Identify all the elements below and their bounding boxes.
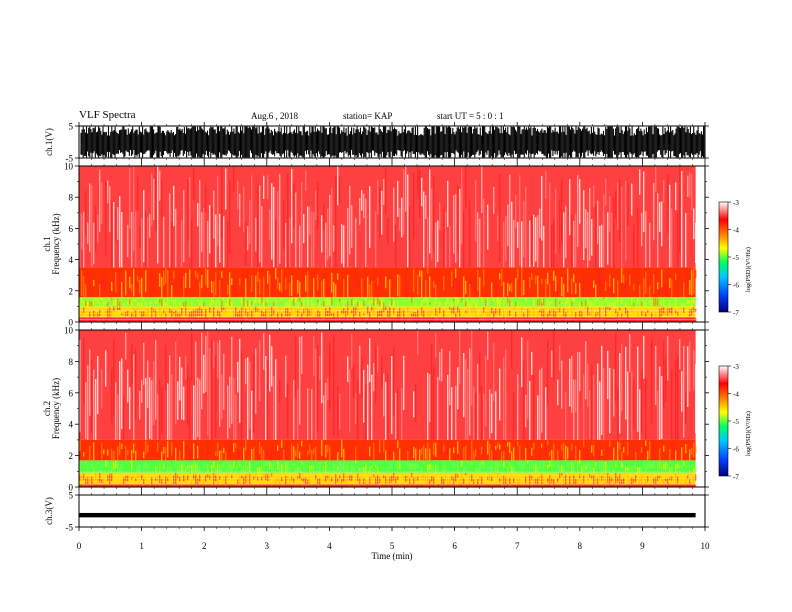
ch1-spectrogram-ylabel: ch.1 <box>42 236 52 251</box>
ch1-waveform-ytick-label: -5 <box>66 154 74 164</box>
ch2-spectrogram-colorbar-tick-label: -7 <box>733 473 739 481</box>
ch1-spectrogram-band-2-texture <box>79 297 697 307</box>
ch3-waveform-ytick-label: 5 <box>69 491 74 501</box>
ch1-spectrogram-ytick-label: 10 <box>64 162 74 172</box>
ch2-spectrogram-colorbar-tick-label: -5 <box>733 418 739 426</box>
x-tick-label: 1 <box>139 541 144 551</box>
x-tick-label: 0 <box>77 541 82 551</box>
ch3-waveform-ytick-label: -5 <box>66 523 74 533</box>
ch1-spectrogram-ytick-label: 2 <box>69 286 74 296</box>
ch1-waveform-trace <box>80 126 706 158</box>
x-tick-label: 9 <box>640 541 645 551</box>
ch1-spectrogram-ytick-label: 0 <box>69 318 74 328</box>
ch3-waveform-ylabel: ch.3(V) <box>44 497 54 525</box>
x-tick-label: 4 <box>327 541 332 551</box>
ch2-spectrogram-colorbar-tick-label: -3 <box>733 363 739 371</box>
x-tick-label: 2 <box>202 541 207 551</box>
station-label: station= KAP <box>343 111 393 121</box>
ch2-spectrogram-ytick-label: 6 <box>69 388 74 398</box>
figure-title: VLF Spectra <box>79 109 136 121</box>
ch1-spectrogram-ylabel: Frequency (kHz) <box>51 213 61 274</box>
ch2-spectrogram-band-2-texture <box>79 460 697 473</box>
ch1-spectrogram-colorbar-tick-label: -6 <box>733 282 739 290</box>
ch2-spectrogram-ytick-label: 2 <box>69 451 74 461</box>
x-axis-label: Time (min) <box>372 551 413 561</box>
x-tick-label: 8 <box>578 541 583 551</box>
ch1-spectrogram-colorbar <box>718 201 729 313</box>
ch2-spectrogram-band-3-texture <box>79 439 697 461</box>
ch2-spectrogram-colorbar <box>718 365 729 477</box>
x-tick-label: 7 <box>515 541 520 551</box>
ch1-waveform-ylabel: ch.1(V) <box>44 128 54 156</box>
ch2-spectrogram-ytick-label: 8 <box>69 357 74 367</box>
ch1-waveform-ytick-label: 5 <box>69 122 74 132</box>
ch1-spectrogram-colorbar-tick-label: -5 <box>733 254 739 262</box>
ch1-spectrogram-ytick-label: 8 <box>69 193 74 203</box>
ch2-spectrogram-ylabel: ch.2 <box>42 401 52 416</box>
ch2-spectrogram-colorbar-tick-label: -6 <box>733 446 739 454</box>
ch1-spectrogram-colorbar-tick-label: -3 <box>733 199 739 207</box>
ch3-waveform-frame <box>78 494 706 528</box>
ch2-spectrogram-colorbar-label: log(PSD)(V²/Hz) <box>745 411 752 456</box>
x-tick-label: 3 <box>265 541 270 551</box>
date-label: Aug.6 , 2018 <box>251 111 298 121</box>
ch1-spectrogram-band-4-texture <box>79 166 697 268</box>
ch1-spectrogram-colorbar-tick-label: -7 <box>733 309 739 317</box>
ch1-spectrogram-band-3-texture <box>79 267 697 298</box>
ch1-spectrogram-ytick-label: 6 <box>69 224 74 234</box>
ch2-spectrogram-ytick-label: 0 <box>69 483 74 493</box>
ch2-spectrogram-ylabel: Frequency (kHz) <box>51 378 61 439</box>
ch1-spectrogram-ytick-label: 4 <box>69 255 74 265</box>
ch1-spectrogram-colorbar-label: log(PSD)(V²/Hz) <box>745 247 752 292</box>
ch2-spectrogram-band-0-texture <box>79 483 697 487</box>
ch2-spectrogram-ytick-label: 10 <box>64 326 74 336</box>
ch2-spectrogram-ytick-label: 4 <box>69 420 74 430</box>
ch2-spectrogram-band-4-texture <box>79 330 697 440</box>
x-tick-label: 5 <box>390 541 395 551</box>
start-ut-label: start UT = 5 : 0 : 1 <box>437 111 504 121</box>
x-tick-label: 10 <box>701 541 711 551</box>
ch3-waveform-trace <box>79 512 696 518</box>
ch2-spectrogram-colorbar-tick-label: -4 <box>733 391 739 399</box>
ch1-spectrogram-colorbar-tick-label: -4 <box>733 227 739 235</box>
x-tick-label: 6 <box>452 541 457 551</box>
